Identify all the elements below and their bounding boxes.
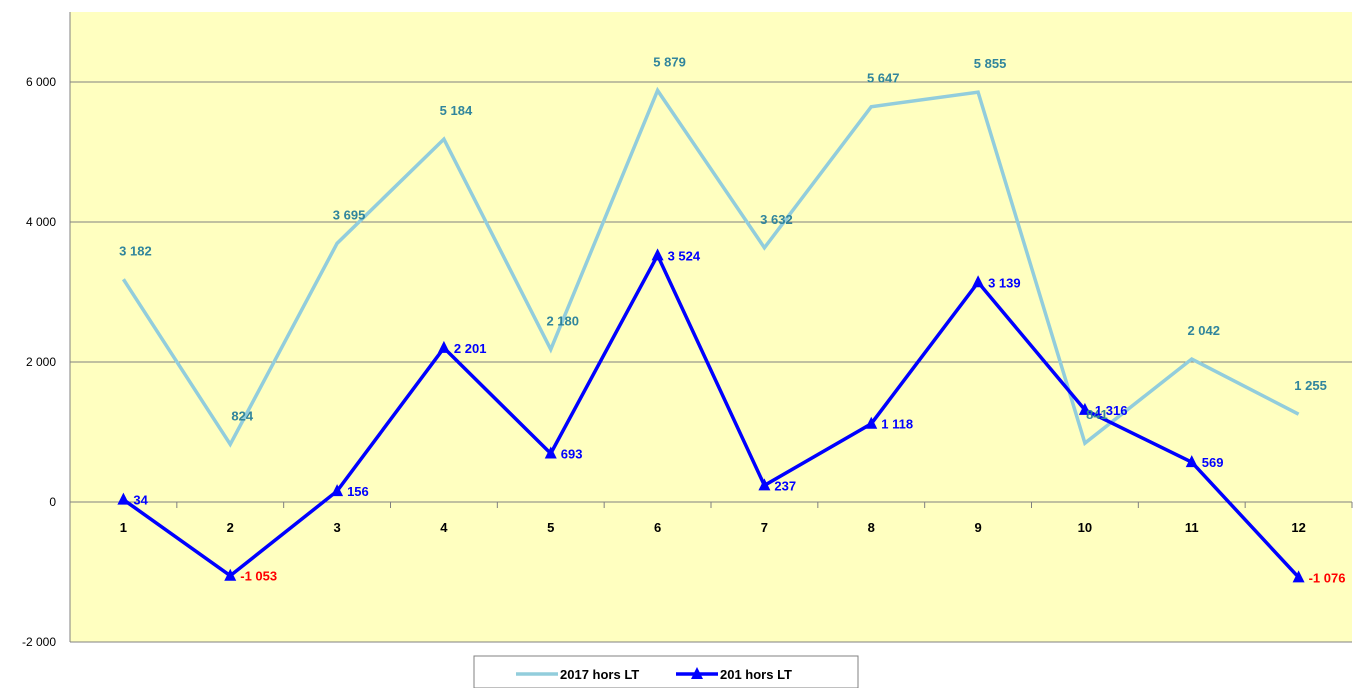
series-2-data-label: 1 316	[1095, 403, 1128, 418]
x-tick-label: 7	[761, 520, 768, 535]
series-layer	[117, 86, 1305, 583]
series-2-point	[1185, 455, 1198, 468]
series-2-point	[972, 275, 985, 288]
legend: 2017 hors LT 201 hors LT	[473, 655, 859, 688]
series-2-point	[224, 568, 237, 581]
series-1-data-label: 5 184	[440, 103, 473, 118]
series-2-point	[865, 416, 878, 429]
series-1-data-label: 841	[1086, 407, 1108, 422]
series-2-data-label: 237	[774, 478, 796, 493]
series-2-point	[1292, 570, 1305, 583]
x-tick-label: 3	[333, 520, 340, 535]
x-tick-label: 8	[868, 520, 875, 535]
x-tick-label: 9	[974, 520, 981, 535]
x-tick-label: 6	[654, 520, 661, 535]
series-2-data-label: 2 201	[454, 341, 487, 356]
series-line-2	[122, 251, 1300, 579]
series-2-data-label: 3 139	[988, 275, 1021, 290]
x-tick-label: 4	[440, 520, 448, 535]
legend-label-1: 2017 hors LT	[560, 667, 639, 682]
series-1-data-label: 2 042	[1187, 323, 1220, 338]
gridlines	[70, 81, 1352, 643]
legend-label-2: 201 hors LT	[720, 667, 792, 682]
series-line-1	[121, 86, 1300, 448]
series-1-data-label: 5 647	[867, 71, 900, 86]
x-tick-label: 1	[120, 520, 127, 535]
series-2-data-label: -1 053	[240, 569, 277, 584]
series-1-data-label: 3 695	[333, 207, 366, 222]
x-tick-label: 10	[1078, 520, 1092, 535]
series-2-data-label: 693	[561, 446, 583, 461]
series-2-data-label: 569	[1202, 455, 1224, 470]
legend-box	[473, 655, 859, 688]
legend-marker-2	[691, 667, 703, 679]
series-2-point	[437, 340, 450, 353]
x-axis: 1 2 3 4 5 6 7 8 9 10 11 12	[69, 501, 1353, 535]
series-2-point	[1078, 402, 1091, 415]
series-1-data-label: 5 879	[653, 54, 686, 69]
series-1-data-label: 5 855	[974, 56, 1007, 71]
series-1-data-label: 1 255	[1294, 378, 1327, 393]
y-tick-label: 4 000	[26, 215, 56, 229]
plot-area	[70, 12, 1352, 642]
series-2-data-label: 34	[133, 493, 148, 508]
series-2-point	[117, 492, 130, 505]
series-2-point	[651, 248, 664, 261]
series-1-data-label: 3 632	[760, 212, 793, 227]
y-tick-label: 0	[49, 495, 56, 509]
series-1-data-label: 3 182	[119, 243, 152, 258]
y-tick-label: -2 000	[22, 635, 56, 649]
x-tick-label: 11	[1185, 520, 1199, 535]
y-tick-label: 2 000	[26, 355, 56, 369]
y-axis: -2 000 0 2 000 4 000 6 000	[22, 12, 71, 649]
series-2-data-label: 3 524	[668, 248, 701, 263]
x-tick-label: 12	[1291, 520, 1305, 535]
series-2-point	[758, 478, 771, 491]
x-tick-label: 5	[547, 520, 554, 535]
series-2-data-label: 1 118	[881, 417, 913, 432]
series-2-data-label: -1 076	[1309, 570, 1346, 585]
series-1-data-label: 824	[231, 408, 253, 423]
y-tick-label: 6 000	[26, 75, 56, 89]
series-2-point	[544, 446, 557, 459]
series-2-data-label: 156	[347, 484, 369, 499]
series-2-point	[331, 484, 344, 497]
x-tick-label: 2	[227, 520, 234, 535]
series-1-data-label: 2 180	[546, 313, 579, 328]
